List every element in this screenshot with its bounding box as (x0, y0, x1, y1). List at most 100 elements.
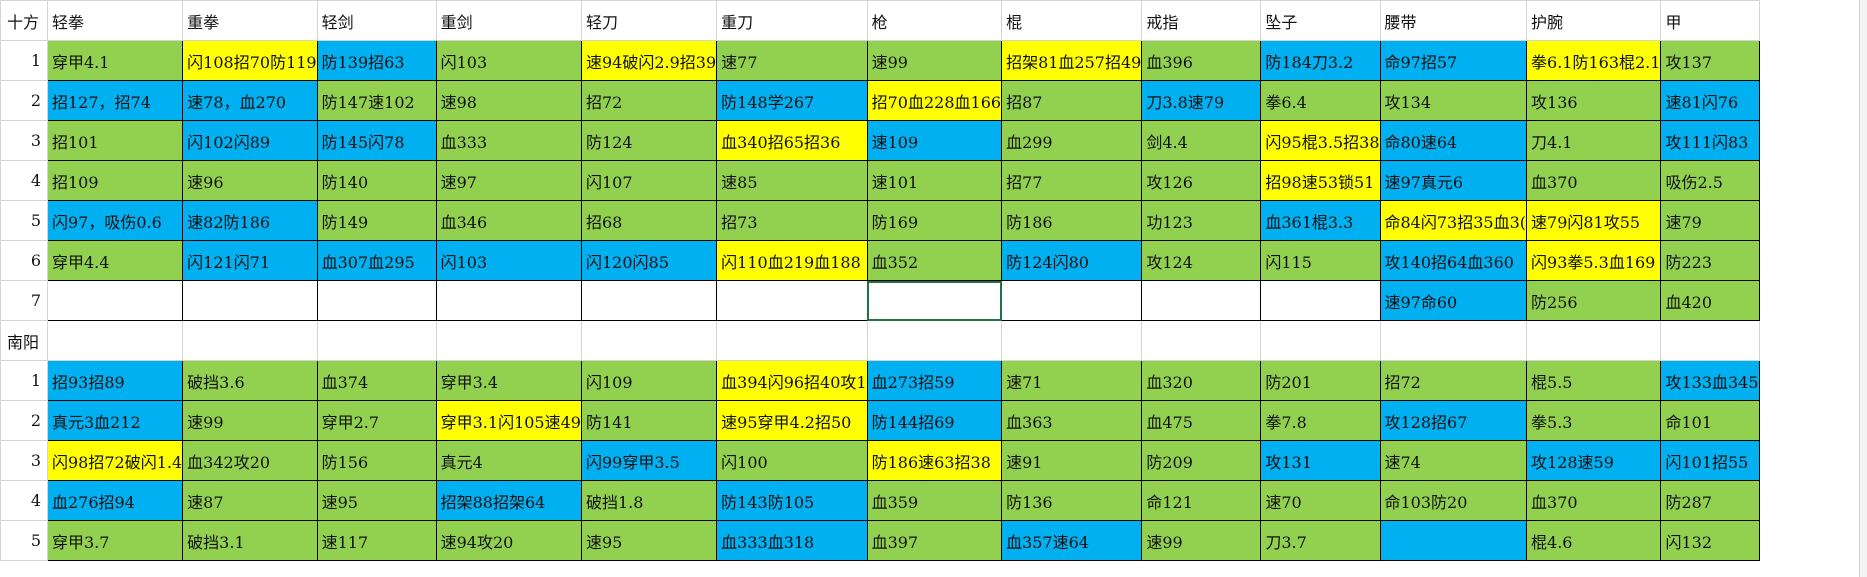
data-cell[interactable]: 穿甲4.1 (46, 40, 184, 81)
data-cell[interactable] (1141, 280, 1262, 321)
empty-cell[interactable] (1001, 320, 1143, 361)
data-cell[interactable]: 招架81血257招49 (1001, 40, 1143, 81)
data-cell[interactable]: 命121 (1141, 480, 1262, 521)
data-cell[interactable]: 攻140招64血360 (1379, 240, 1528, 281)
data-cell[interactable] (435, 280, 582, 321)
data-cell[interactable]: 防256 (1526, 280, 1662, 321)
column-header-cell[interactable]: 坠子 (1260, 0, 1381, 41)
data-cell[interactable]: 招72 (580, 80, 718, 121)
data-cell[interactable]: 招77 (1001, 160, 1143, 201)
data-cell[interactable]: 血357速64 (1001, 520, 1143, 561)
data-cell[interactable]: 刀3.8速79 (1141, 80, 1262, 121)
data-cell[interactable]: 破挡1.8 (580, 480, 718, 521)
data-cell[interactable]: 命103防20 (1379, 480, 1528, 521)
data-cell[interactable]: 速94破闪2.9招39 (580, 40, 718, 81)
empty-cell[interactable] (866, 320, 1003, 361)
column-header-cell[interactable]: 戒指 (1141, 0, 1262, 41)
data-cell[interactable]: 闪115 (1260, 240, 1381, 281)
data-cell[interactable] (316, 280, 437, 321)
empty-cell[interactable] (1660, 320, 1760, 361)
data-cell[interactable]: 攻133血345 (1660, 360, 1760, 401)
data-cell[interactable]: 血340招65招36 (716, 120, 868, 161)
data-cell[interactable]: 闪132 (1660, 520, 1760, 561)
row-number-cell[interactable]: 3 (0, 120, 48, 161)
data-cell[interactable]: 速109 (866, 120, 1003, 161)
data-cell[interactable]: 血320 (1141, 360, 1262, 401)
data-cell[interactable]: 闪98招72破闪1.4 (46, 440, 184, 481)
data-cell[interactable]: 闪108招70防119 (182, 40, 318, 81)
data-cell[interactable]: 防124 (580, 120, 718, 161)
empty-cell[interactable] (316, 320, 437, 361)
empty-cell[interactable] (1141, 320, 1262, 361)
data-cell[interactable] (580, 280, 718, 321)
data-cell[interactable]: 攻136 (1526, 80, 1662, 121)
data-cell[interactable]: 速81闪76 (1660, 80, 1760, 121)
data-cell[interactable]: 穿甲3.1闪105速49 (435, 400, 582, 441)
data-cell[interactable]: 血420 (1660, 280, 1760, 321)
data-cell[interactable]: 闪121闪71 (182, 240, 318, 281)
data-cell[interactable]: 血475 (1141, 400, 1262, 441)
data-cell[interactable]: 闪101招55 (1660, 440, 1760, 481)
data-cell[interactable]: 速77 (716, 40, 868, 81)
data-cell[interactable]: 血374 (316, 360, 437, 401)
empty-cell[interactable] (1260, 320, 1381, 361)
data-cell[interactable]: 血299 (1001, 120, 1143, 161)
data-cell[interactable]: 招87 (1001, 80, 1143, 121)
data-cell[interactable]: 闪107 (580, 160, 718, 201)
data-cell[interactable]: 速82防186 (182, 200, 318, 241)
data-cell[interactable] (46, 280, 184, 321)
data-cell[interactable]: 招127，招74 (46, 80, 184, 121)
data-cell[interactable]: 招93招89 (46, 360, 184, 401)
data-cell[interactable]: 拳5.3 (1526, 400, 1662, 441)
data-cell[interactable]: 防144招69 (866, 400, 1003, 441)
data-cell[interactable]: 速99 (1141, 520, 1262, 561)
data-cell[interactable]: 剑4.4 (1141, 120, 1262, 161)
row-number-cell[interactable]: 4 (0, 480, 48, 521)
data-cell[interactable]: 防287 (1660, 480, 1760, 521)
data-cell[interactable]: 血342攻20 (182, 440, 318, 481)
data-cell[interactable]: 攻134 (1379, 80, 1528, 121)
data-cell[interactable]: 棍5.5 (1526, 360, 1662, 401)
data-cell[interactable]: 血346 (435, 200, 582, 241)
data-cell[interactable]: 命80速64 (1379, 120, 1528, 161)
data-cell[interactable]: 闪109 (580, 360, 718, 401)
data-cell[interactable]: 速97命60 (1379, 280, 1528, 321)
column-header-cell[interactable]: 重刀 (716, 0, 868, 41)
data-cell[interactable]: 防124闪80 (1001, 240, 1143, 281)
data-cell[interactable]: 闪110血219血188 (716, 240, 868, 281)
empty-cell[interactable] (1379, 320, 1528, 361)
data-cell[interactable]: 攻131 (1260, 440, 1381, 481)
row-number-cell[interactable]: 2 (0, 400, 48, 441)
data-cell[interactable]: 防136 (1001, 480, 1143, 521)
column-header-cell[interactable]: 枪 (866, 0, 1003, 41)
column-header-cell[interactable]: 轻剑 (316, 0, 437, 41)
data-cell[interactable]: 血352 (866, 240, 1003, 281)
data-cell[interactable]: 刀4.1 (1526, 120, 1662, 161)
row-number-cell[interactable]: 6 (0, 240, 48, 281)
data-cell[interactable] (1260, 280, 1381, 321)
data-cell[interactable]: 血397 (866, 520, 1003, 561)
data-cell[interactable]: 攻128招67 (1379, 400, 1528, 441)
data-cell[interactable] (716, 280, 868, 321)
data-cell[interactable]: 攻128速59 (1526, 440, 1662, 481)
data-cell[interactable]: 防209 (1141, 440, 1262, 481)
data-cell[interactable]: 速117 (316, 520, 437, 561)
data-cell[interactable]: 闪93拳5.3血169 (1526, 240, 1662, 281)
data-cell[interactable]: 血359 (866, 480, 1003, 521)
column-header-cell[interactable]: 腰带 (1379, 0, 1528, 41)
data-cell[interactable]: 防145闪78 (316, 120, 437, 161)
data-cell[interactable] (866, 280, 1003, 321)
data-cell[interactable]: 速91 (1001, 440, 1143, 481)
data-cell[interactable]: 防143防105 (716, 480, 868, 521)
data-cell[interactable]: 速101 (866, 160, 1003, 201)
data-cell[interactable]: 真元3血212 (46, 400, 184, 441)
data-cell[interactable]: 速95 (580, 520, 718, 561)
data-cell[interactable]: 闪103 (435, 240, 582, 281)
data-cell[interactable] (1379, 520, 1528, 561)
data-cell[interactable]: 招70血228血166 (866, 80, 1003, 121)
data-cell[interactable]: 闪103 (435, 40, 582, 81)
data-cell[interactable]: 招72 (1379, 360, 1528, 401)
data-cell[interactable]: 招73 (716, 200, 868, 241)
data-cell[interactable] (1001, 280, 1143, 321)
row-number-cell[interactable]: 3 (0, 440, 48, 481)
